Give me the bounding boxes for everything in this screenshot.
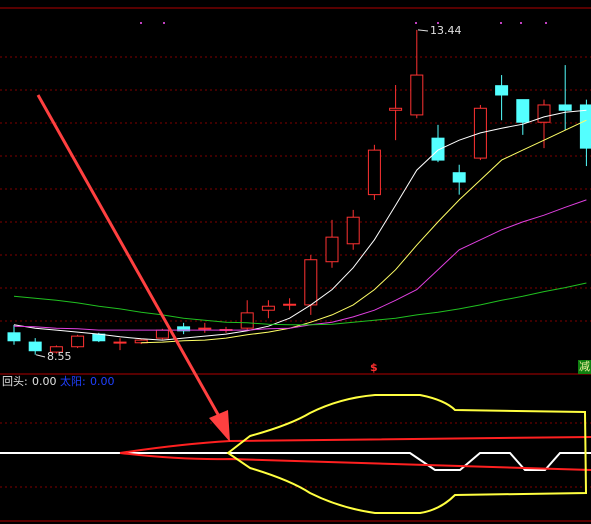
ma-line: [141, 119, 587, 344]
candle-body: [346, 216, 360, 245]
candle-body: [49, 346, 63, 353]
tag-box: [578, 360, 591, 374]
candle-body: [261, 305, 275, 311]
candle-body: [579, 104, 591, 149]
candle-body: [71, 335, 85, 348]
annotation-leader: [35, 354, 46, 358]
indicator-value: 0.00: [32, 375, 57, 388]
candle-body: [452, 172, 466, 183]
top-dots: [140, 22, 547, 24]
candle-body: [28, 341, 42, 352]
candle-body: [177, 326, 191, 332]
candles: [7, 29, 591, 355]
indicator-value: 0.00: [90, 375, 115, 388]
candle-body: [325, 236, 339, 263]
ma-line: [13, 199, 587, 331]
moving-averages: [13, 109, 587, 344]
candle-body: [537, 104, 551, 123]
indicator-name: 回头:: [2, 375, 28, 388]
candle-body: [304, 259, 318, 306]
candle-body: [240, 312, 254, 329]
candle-body: [113, 341, 127, 344]
indicator-line: [119, 436, 591, 454]
candle-body: [389, 107, 403, 111]
candle-body: [7, 332, 21, 342]
annotation: 13.44: [430, 24, 462, 37]
ma-line: [13, 282, 587, 326]
indicator-name: 太阳:: [60, 375, 86, 388]
ma-line: [13, 109, 587, 341]
indicator-envelope: [226, 394, 588, 514]
arrow-head: [209, 410, 230, 442]
indicator-line: [0, 452, 591, 471]
indicator-line: [119, 452, 591, 471]
candle-body: [558, 104, 572, 111]
candle-body: [516, 99, 530, 123]
candle-body: [495, 85, 509, 96]
annotation: 8.55: [47, 350, 72, 363]
signal-mark: $: [370, 361, 378, 374]
indicator-panel: [0, 394, 591, 514]
candle-body: [198, 327, 212, 330]
candle-body: [410, 74, 424, 116]
candle-body: [283, 303, 297, 306]
annotation-leader: [417, 29, 429, 32]
candle-body: [155, 329, 169, 339]
candle-body: [431, 137, 445, 161]
corner-tag: 减: [579, 360, 590, 373]
arrow: [36, 94, 222, 419]
candle-body: [367, 149, 381, 196]
